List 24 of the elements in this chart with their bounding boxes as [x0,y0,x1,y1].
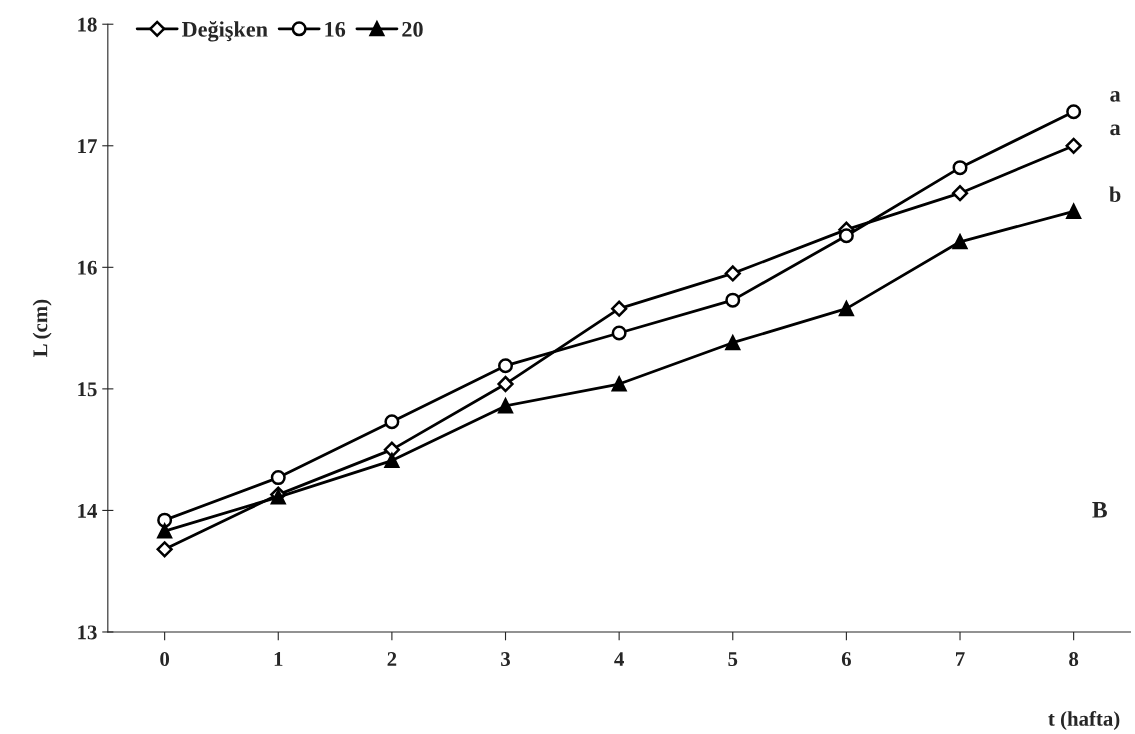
annotation: b [1109,186,1121,203]
annotation: a [1110,91,1121,102]
x-tick-label: 5 [728,652,738,667]
x-tick-label: 3 [501,652,511,667]
x-axis-title: t (hafta) [1048,710,1120,731]
x-tick-label: 2 [387,652,397,666]
legend-label: 16 [325,21,346,37]
x-tick-label: 6 [841,652,851,667]
y-tick-label: 14 [78,503,98,518]
x-tick-label: 8 [1069,652,1079,667]
annotation: B [1092,502,1107,518]
x-tick-label: 7 [956,652,965,666]
annotation: a [1110,124,1121,136]
y-tick-label: 13 [78,625,97,640]
y-tick-label: 18 [78,17,97,32]
x-tick-label: 4 [614,652,624,666]
y-tick-label: 15 [78,382,97,397]
legend-label: Değişken [182,20,268,42]
y-tick-label: 17 [78,139,97,153]
y-tick-label: 16 [78,260,97,275]
y-axis-title: L (cm) [32,299,52,357]
x-tick-label: 0 [160,652,170,667]
legend-label: 20 [402,21,423,37]
x-tick-label: 1 [274,652,283,666]
